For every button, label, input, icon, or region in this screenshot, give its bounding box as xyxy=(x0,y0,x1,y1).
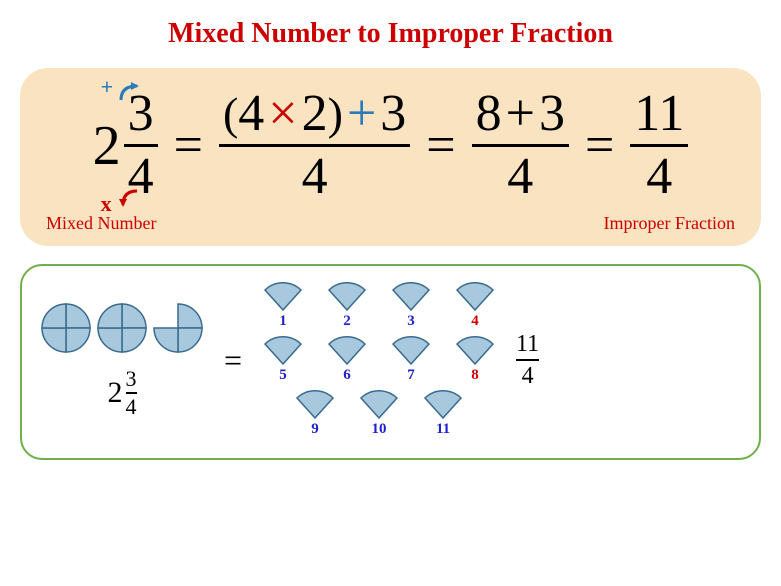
plus-annotation: + xyxy=(101,74,114,100)
visual-panel: 2 3 4 = 1 2 3 4 5 6 7 8 9 10 11 11 4 xyxy=(20,264,761,460)
wedge-number: 7 xyxy=(407,367,415,384)
wedge-number: 4 xyxy=(471,313,479,330)
pie-icon xyxy=(152,302,204,354)
wedge-number: 5 xyxy=(279,367,287,384)
wedge-number: 10 xyxy=(372,421,387,438)
fraction-bar xyxy=(472,144,569,147)
step1-c: 3 xyxy=(380,88,406,140)
equals-2: = xyxy=(420,116,461,175)
step2-den: 4 xyxy=(503,151,537,203)
step2-plus: + xyxy=(502,88,539,140)
fraction-bar xyxy=(124,144,158,147)
step3-num: 11 xyxy=(630,88,688,140)
wedge-icon xyxy=(422,390,464,420)
wedge-icon xyxy=(262,336,304,366)
wedge-row: 9 10 11 xyxy=(294,390,464,438)
step2-b: 3 xyxy=(539,88,565,140)
wedge-number: 6 xyxy=(343,367,351,384)
step1-den: 4 xyxy=(298,151,332,203)
pies-row xyxy=(40,302,204,354)
vis-den: 4 xyxy=(126,396,137,418)
wedge-number: 11 xyxy=(436,421,450,438)
wedge-number: 1 xyxy=(279,313,287,330)
step3-den: 4 xyxy=(642,151,676,203)
mixed-number: + x 2 3 4 xyxy=(93,88,158,203)
wedge-number: 9 xyxy=(311,421,319,438)
step3-fraction: 11 4 xyxy=(630,88,688,203)
equals-1: = xyxy=(168,116,209,175)
visual-equals: = xyxy=(224,342,242,379)
step2-a: 8 xyxy=(476,88,502,140)
visual-result-fraction: 11 4 xyxy=(516,332,539,388)
wedge-number: 8 xyxy=(471,367,479,384)
times-annotation: x xyxy=(101,191,112,217)
label-row: Mixed Number Improper Fraction xyxy=(38,213,743,234)
step2-fraction: 8 + 3 4 xyxy=(472,88,569,203)
wedge-cell: 10 xyxy=(358,390,400,438)
lparen: ( xyxy=(223,91,238,137)
fraction-bar xyxy=(516,359,539,361)
pie-icon xyxy=(96,302,148,354)
wedge-cell: 11 xyxy=(422,390,464,438)
equation-row: + x 2 3 4 = ( 4 × 2 ) xyxy=(38,88,743,203)
wedge-number: 2 xyxy=(343,313,351,330)
wedge-icon xyxy=(326,336,368,366)
result-den: 4 xyxy=(522,364,534,388)
fraction-bar xyxy=(630,144,688,147)
wedge-icon xyxy=(294,390,336,420)
wedge-row: 1 2 3 4 xyxy=(262,282,496,330)
wedge-cell: 3 xyxy=(390,282,432,330)
result-num: 11 xyxy=(516,332,539,356)
plus-arrow-icon xyxy=(117,80,147,104)
wedge-cell: 2 xyxy=(326,282,368,330)
times-op: × xyxy=(264,88,301,140)
wedge-cell: 7 xyxy=(390,336,432,384)
wedge-cell: 9 xyxy=(294,390,336,438)
wedge-icon xyxy=(454,282,496,312)
plus-op: + xyxy=(343,88,380,140)
visual-mixed-number: 2 3 4 xyxy=(108,368,137,418)
wedge-cell: 6 xyxy=(326,336,368,384)
equation-panel: + x 2 3 4 = ( 4 × 2 ) xyxy=(20,68,761,246)
wedge-icon xyxy=(454,336,496,366)
step1-b: 2 xyxy=(302,88,328,140)
wedge-icon xyxy=(326,282,368,312)
improper-fraction-label: Improper Fraction xyxy=(604,213,735,234)
wedge-cell: 5 xyxy=(262,336,304,384)
wedge-cell: 1 xyxy=(262,282,304,330)
pies-column: 2 3 4 xyxy=(40,302,204,418)
rparen: ) xyxy=(328,91,343,137)
wedge-number: 3 xyxy=(407,313,415,330)
equals-3: = xyxy=(579,116,620,175)
wedge-icon xyxy=(390,282,432,312)
wedges-grid: 1 2 3 4 5 6 7 8 9 10 11 xyxy=(262,282,496,438)
wedge-icon xyxy=(358,390,400,420)
step1-fraction: ( 4 × 2 ) + 3 4 xyxy=(219,88,410,203)
wedge-cell: 4 xyxy=(454,282,496,330)
pie-icon xyxy=(40,302,92,354)
vis-num: 3 xyxy=(126,368,137,390)
wedge-row: 5 6 7 8 xyxy=(262,336,496,384)
times-arrow-icon xyxy=(117,187,147,211)
wedge-icon xyxy=(262,282,304,312)
wedge-icon xyxy=(390,336,432,366)
vis-whole: 2 xyxy=(108,376,123,410)
step1-a: 4 xyxy=(238,88,264,140)
mixed-whole: 2 xyxy=(93,114,121,178)
fraction-bar xyxy=(219,144,410,147)
page-title: Mixed Number to Improper Fraction xyxy=(0,0,781,60)
wedge-cell: 8 xyxy=(454,336,496,384)
